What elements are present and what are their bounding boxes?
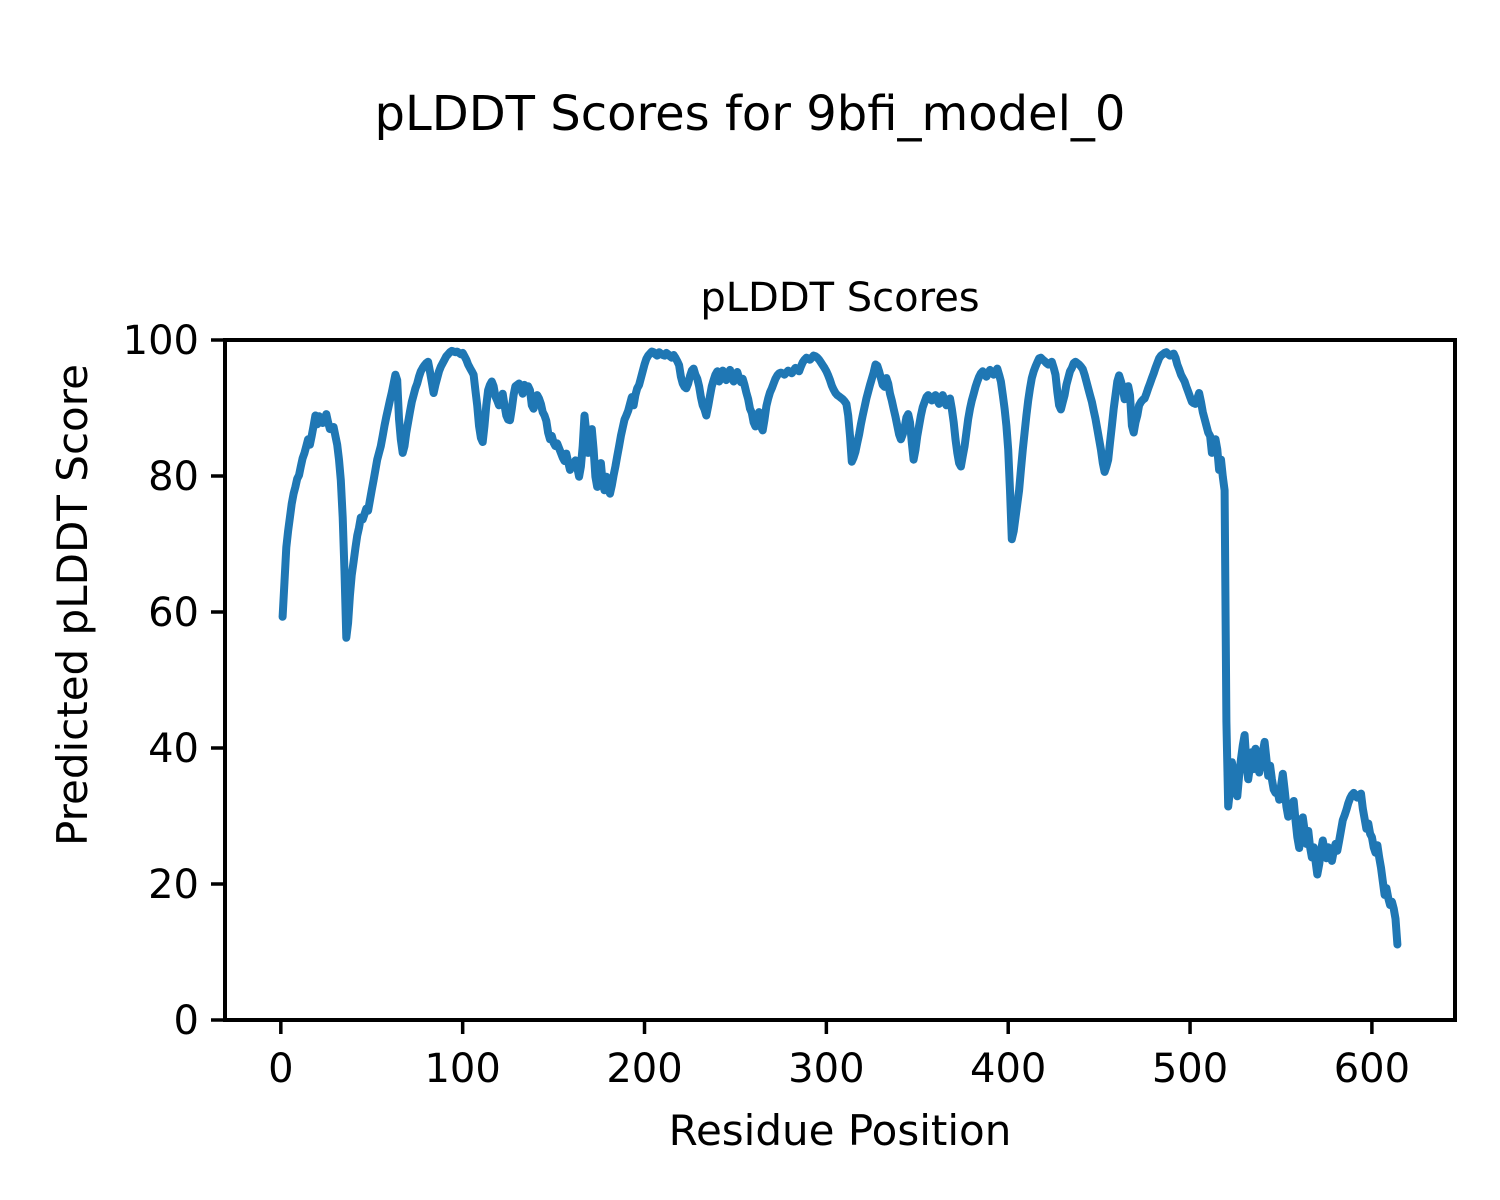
axes-title: pLDDT Scores: [700, 275, 980, 321]
x-tick-label: 200: [606, 1046, 682, 1092]
y-tick-label: 60: [148, 590, 199, 636]
x-tick-label: 0: [268, 1046, 293, 1092]
x-tick-label: 400: [970, 1046, 1046, 1092]
x-tick-label: 500: [1152, 1046, 1228, 1092]
x-tick-label: 600: [1334, 1046, 1410, 1092]
plddt-line: [278, 346, 1402, 949]
y-tick-label: 40: [148, 726, 199, 772]
figure-title: pLDDT Scores for 9bfi_model_0: [374, 86, 1126, 142]
y-tick-label: 0: [174, 998, 199, 1044]
y-tick-label: 100: [123, 318, 199, 364]
y-tick-label: 20: [148, 862, 199, 908]
y-tick-label: 80: [148, 454, 199, 500]
x-tick-label: 300: [788, 1046, 864, 1092]
plot-border: [223, 338, 1457, 1022]
x-axis-label: Residue Position: [668, 1106, 1012, 1155]
x-tick-label: 100: [424, 1046, 500, 1092]
